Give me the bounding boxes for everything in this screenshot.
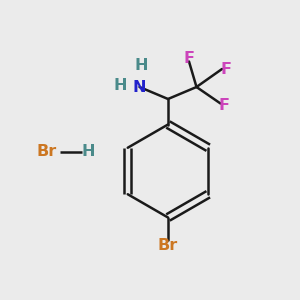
Text: H: H (134, 58, 148, 74)
Text: Br: Br (158, 238, 178, 253)
Text: H: H (113, 78, 127, 93)
Text: Br: Br (36, 144, 57, 159)
Text: H: H (82, 144, 95, 159)
Text: N: N (133, 80, 146, 94)
Text: F: F (218, 98, 229, 113)
Text: F: F (184, 51, 194, 66)
Text: F: F (221, 61, 232, 76)
